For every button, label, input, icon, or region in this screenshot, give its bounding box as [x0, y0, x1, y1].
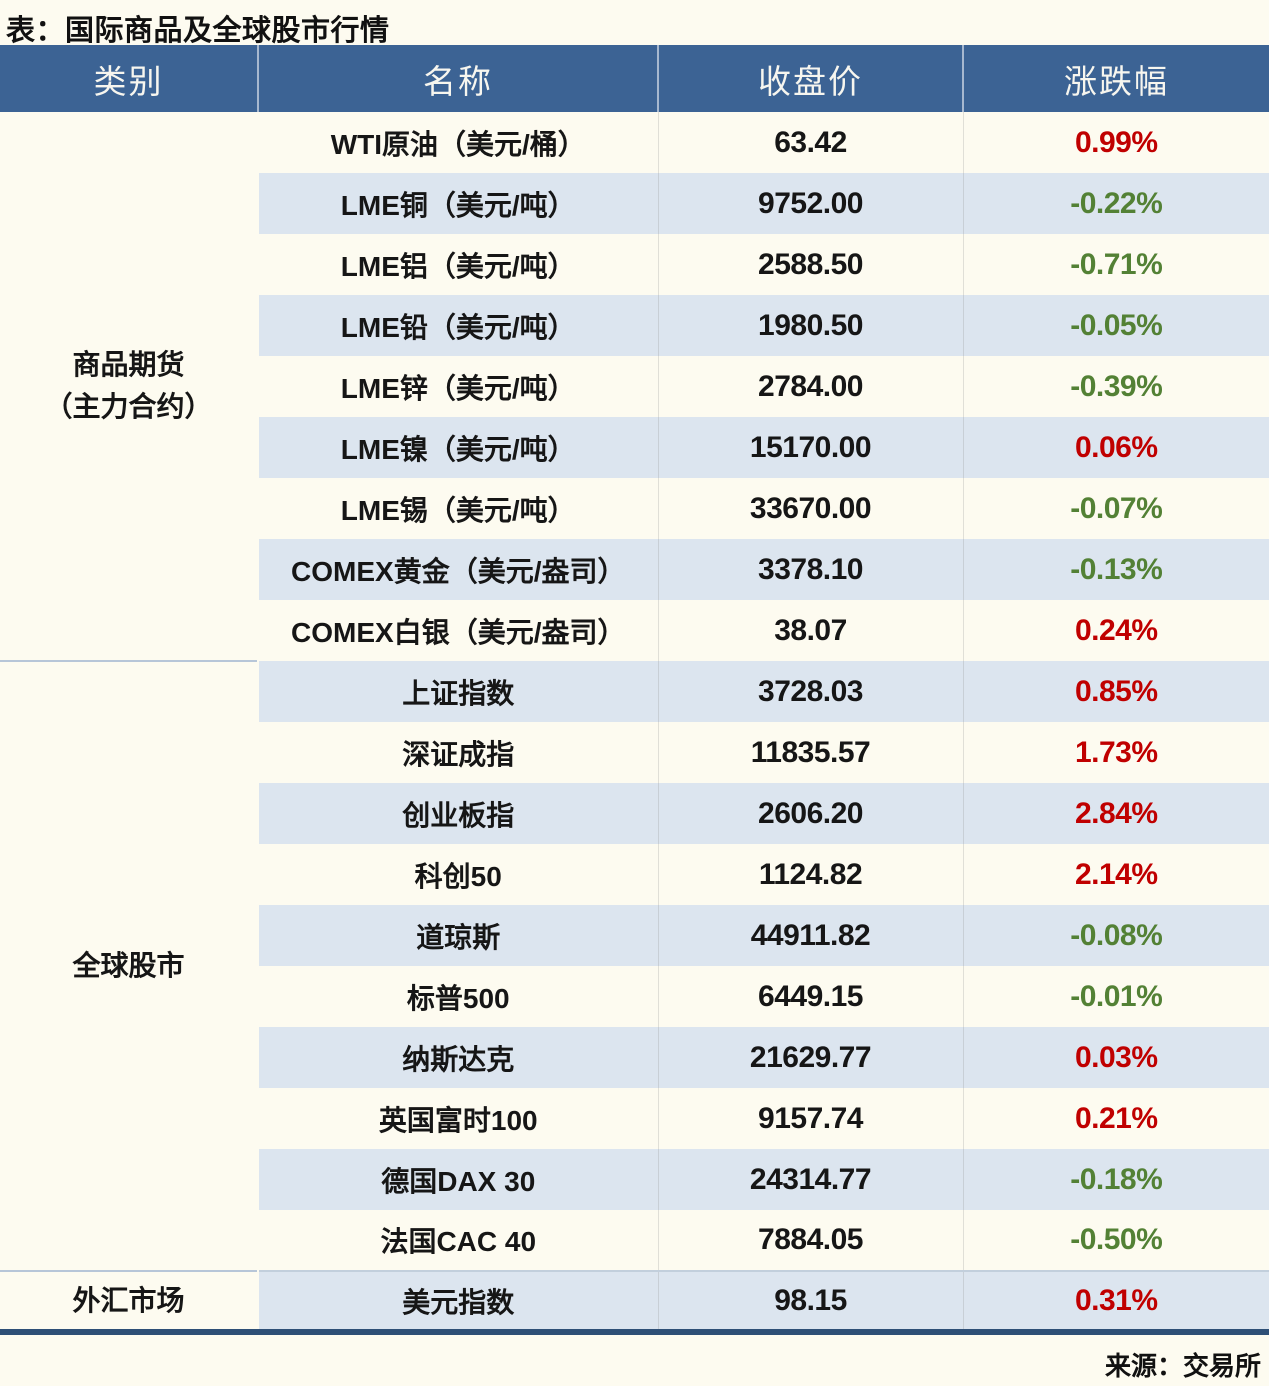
row-name: 英国富时100 — [258, 1088, 659, 1149]
row-change: -0.18% — [963, 1149, 1269, 1210]
col-header-change: 涨跌幅 — [962, 45, 1269, 112]
row-name: 纳斯达克 — [258, 1027, 659, 1088]
row-change: 2.84% — [963, 783, 1269, 844]
table-row: 纳斯达克 21629.77 0.03% — [0, 1027, 1269, 1088]
table-row: LME铅（美元/吨） 1980.50 -0.05% — [0, 295, 1269, 356]
table-row: 深证成指 11835.57 1.73% — [0, 722, 1269, 783]
row-change: 0.24% — [1074, 613, 1158, 647]
row-close: 1124.82 — [658, 844, 964, 905]
row-name: 道琼斯 — [258, 905, 659, 966]
row-change: 0.31% — [963, 1270, 1269, 1332]
row-change: 0.99% — [1074, 125, 1158, 159]
row-close: 2606.20 — [658, 783, 964, 844]
row-name: WTI原油（美元/桶） — [258, 112, 659, 173]
row-name: LME铝（美元/吨） — [258, 234, 659, 295]
row-name: LME铜（美元/吨） — [258, 173, 659, 234]
row-change: -0.22% — [963, 173, 1269, 234]
table-row: 标普500 6449.15 -0.01% — [0, 966, 1269, 1027]
category-line: 全球股市 — [72, 950, 185, 981]
row-change: -0.50% — [1070, 1223, 1163, 1256]
row-change: 0.06% — [963, 417, 1269, 478]
table-row: 英国富时100 9157.74 0.21% — [0, 1088, 1269, 1149]
table-row: 科创50 1124.82 2.14% — [0, 844, 1269, 905]
row-close: 98.15 — [658, 1270, 964, 1332]
category-cell-forex: 外汇市场 — [0, 1270, 259, 1332]
row-close: 3378.10 — [658, 539, 964, 600]
row-close: 15170.00 — [658, 417, 964, 478]
row-close: 2588.50 — [658, 234, 964, 295]
row-close: 44911.82 — [658, 905, 964, 966]
table-row: LME铜（美元/吨） 9752.00 -0.22% — [0, 173, 1269, 234]
col-header-close: 收盘价 — [657, 45, 963, 112]
row-name: LME镍（美元/吨） — [258, 417, 659, 478]
row-name: LME锡（美元/吨） — [258, 478, 659, 539]
row-close: 38.07 — [658, 600, 964, 661]
row-change: -0.39% — [1070, 369, 1163, 403]
row-change: -0.71% — [1070, 247, 1163, 281]
category-line: 商品期货 — [72, 349, 185, 380]
row-close: 3728.03 — [658, 661, 964, 722]
table-row: LME锌（美元/吨） 2784.00 -0.39% — [0, 356, 1269, 417]
table-row: COMEX黄金（美元/盎司） 3378.10 -0.13% — [0, 539, 1269, 600]
market-table: 类别 名称 收盘价 涨跌幅 商品期货 （主力合约） WTI原油（美元/桶） 63… — [0, 45, 1269, 1335]
row-close: 33670.00 — [658, 478, 964, 539]
row-change: -0.01% — [1070, 979, 1163, 1013]
table-row: 商品期货 （主力合约） WTI原油（美元/桶） 63.42 0.99% — [0, 112, 1269, 661]
row-close: 9752.00 — [658, 173, 964, 234]
row-change: -0.07% — [1070, 491, 1163, 525]
table-row: 法国CAC 40 7884.05 -0.50% — [0, 1210, 1269, 1271]
row-close: 6449.15 — [658, 966, 964, 1027]
row-change: -0.13% — [963, 539, 1269, 600]
row-change: -0.05% — [963, 295, 1269, 356]
table-row: 外汇市场 美元指数 98.15 0.31% — [0, 1270, 1269, 1332]
row-close: 11835.57 — [658, 722, 964, 783]
row-name: 深证成指 — [258, 722, 659, 783]
row-name: 上证指数 — [258, 661, 659, 722]
row-name: 德国DAX 30 — [258, 1149, 659, 1210]
row-close: 2784.00 — [658, 356, 964, 417]
category-cell-commodity-futures: 商品期货 （主力合约） — [0, 112, 259, 661]
row-name: 美元指数 — [258, 1270, 659, 1332]
table-row: 德国DAX 30 24314.77 -0.18% — [0, 1149, 1269, 1210]
col-header-name: 名称 — [257, 45, 658, 112]
source-note: 来源：交易所 — [1104, 1351, 1261, 1381]
row-name: 创业板指 — [258, 783, 659, 844]
row-name: 科创50 — [258, 844, 659, 905]
row-close: 21629.77 — [658, 1027, 964, 1088]
header-row: 类别 名称 收盘价 涨跌幅 — [0, 45, 1269, 112]
row-change: 2.14% — [1074, 857, 1158, 891]
table-row: LME镍（美元/吨） 15170.00 0.06% — [0, 417, 1269, 478]
category-line: （主力合约） — [44, 391, 213, 422]
row-name: 标普500 — [258, 966, 659, 1027]
row-name: COMEX黄金（美元/盎司） — [258, 539, 659, 600]
page-title: 表：国际商品及全球股市行情 — [6, 15, 390, 47]
row-name: LME锌（美元/吨） — [258, 356, 659, 417]
table-row: 道琼斯 44911.82 -0.08% — [0, 905, 1269, 966]
row-change: 0.85% — [963, 661, 1269, 722]
table-row: 全球股市 上证指数 3728.03 0.85% — [0, 660, 1269, 1271]
col-header-category: 类别 — [0, 45, 258, 112]
table-row: 创业板指 2606.20 2.84% — [0, 783, 1269, 844]
row-change: 0.21% — [1074, 1101, 1158, 1135]
row-change: 1.73% — [1074, 735, 1158, 769]
table-row: LME锡（美元/吨） 33670.00 -0.07% — [0, 478, 1269, 539]
category-line: 外汇市场 — [72, 1284, 185, 1316]
row-name: LME铅（美元/吨） — [258, 295, 659, 356]
row-close: 9157.74 — [658, 1088, 964, 1149]
row-name: COMEX白银（美元/盎司） — [258, 600, 659, 661]
row-close: 63.42 — [658, 112, 964, 173]
row-close: 7884.05 — [658, 1210, 964, 1271]
row-name: 法国CAC 40 — [258, 1210, 659, 1271]
row-close: 24314.77 — [658, 1149, 964, 1210]
table-row: LME铝（美元/吨） 2588.50 -0.71% — [0, 234, 1269, 295]
row-change: 0.03% — [963, 1027, 1269, 1088]
row-change: -0.08% — [963, 905, 1269, 966]
category-cell-global-stocks: 全球股市 — [0, 660, 259, 1271]
table-row: COMEX白银（美元/盎司） 38.07 0.24% — [0, 600, 1269, 661]
row-close: 1980.50 — [658, 295, 964, 356]
